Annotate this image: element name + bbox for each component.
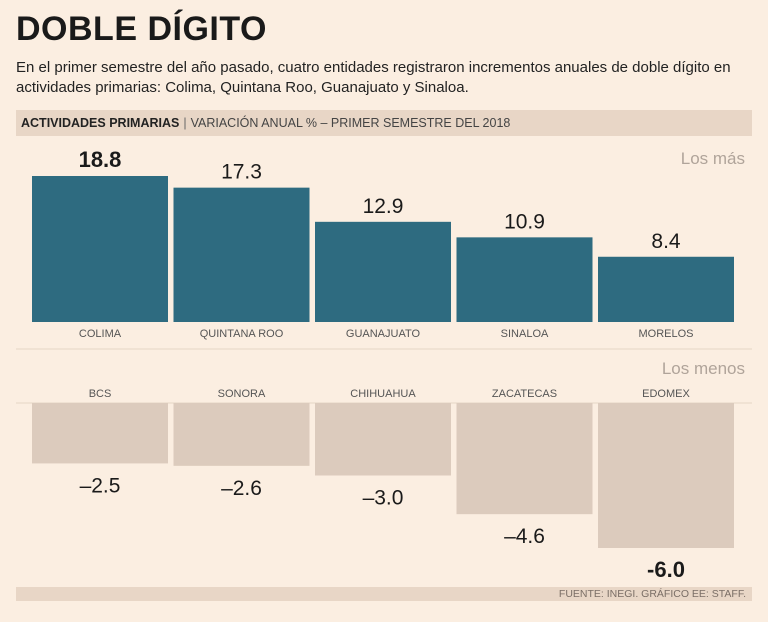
header-category: ACTIVIDADES PRIMARIAS: [21, 116, 180, 130]
data-label: 17.3: [221, 161, 262, 184]
data-label: -6.0: [647, 557, 685, 582]
footer-band: FUENTE: INEGI. GRÁFICO EE: STAFF.: [16, 587, 752, 601]
data-label: 10.9: [504, 210, 545, 233]
section-label-negative: Los menos: [662, 359, 745, 378]
bar: [32, 176, 168, 322]
category-label: SINALOA: [501, 328, 549, 340]
data-label: –3.0: [363, 487, 404, 510]
bar: [456, 237, 593, 322]
category-label: GUANAJUATO: [346, 328, 421, 340]
data-label: 18.8: [79, 147, 122, 172]
category-label: COLIMA: [79, 328, 122, 340]
section-label-positive: Los más: [681, 149, 745, 168]
source-note: FUENTE: INEGI. GRÁFICO EE: STAFF.: [558, 588, 746, 600]
bar: [598, 256, 734, 322]
category-label: BCS: [89, 388, 112, 400]
bar: [598, 403, 734, 548]
category-label: EDOMEX: [642, 388, 690, 400]
data-label: 8.4: [651, 230, 681, 253]
bar: [315, 221, 451, 322]
category-label: SONORA: [218, 388, 266, 400]
bar: [315, 403, 451, 476]
bar: [32, 403, 168, 464]
bar: [173, 187, 310, 322]
header-text: ACTIVIDADES PRIMARIAS | VARIACIÓN ANUAL % …: [21, 116, 510, 130]
category-label: MORELOS: [638, 328, 693, 340]
header-description: VARIACIÓN ANUAL % – PRIMER SEMESTRE DEL …: [190, 116, 511, 130]
header-band: ACTIVIDADES PRIMARIAS | VARIACIÓN ANUAL % …: [16, 110, 752, 136]
bar: [173, 403, 310, 466]
bar: [456, 403, 593, 515]
data-label: –4.6: [504, 525, 545, 548]
data-label: –2.6: [221, 477, 262, 500]
data-label: 12.9: [363, 195, 404, 218]
category-label: ZACATECAS: [492, 388, 557, 400]
data-label: –2.5: [80, 474, 121, 497]
header-separator: |: [183, 116, 187, 130]
category-label: QUINTANA ROO: [200, 328, 284, 340]
category-label: CHIHUAHUA: [350, 388, 416, 400]
chart-title: DOBLE DÍGITO: [16, 10, 267, 48]
chart-subtitle: En el primer semestre del año pasado, cu…: [16, 59, 731, 96]
